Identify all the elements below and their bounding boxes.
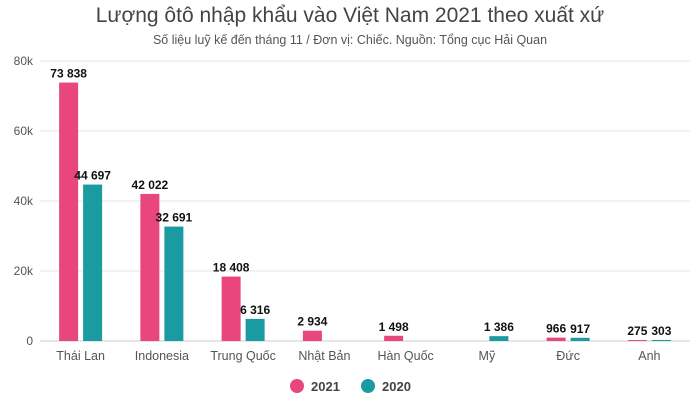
bar	[221, 276, 241, 341]
y-tick-label: 0	[26, 334, 33, 348]
bar	[245, 318, 265, 341]
legend-label: 2020	[382, 379, 411, 394]
category-label: Thái Lan	[56, 349, 105, 363]
category-label: Nhật Bản	[298, 349, 350, 363]
data-label: 1 498	[379, 320, 409, 334]
bar	[83, 184, 103, 341]
data-label: 917	[570, 322, 590, 336]
bar	[302, 330, 322, 341]
y-tick-label: 60k	[14, 124, 34, 138]
bar	[384, 335, 404, 341]
category-label: Đức	[556, 349, 580, 363]
data-label: 42 022	[132, 178, 169, 192]
bar	[140, 193, 160, 341]
category-label: Indonesia	[135, 349, 189, 363]
bar	[627, 340, 647, 341]
category-label: Mỹ	[479, 349, 496, 363]
data-label: 32 691	[156, 211, 193, 225]
data-label: 303	[651, 324, 671, 338]
data-label: 73 838	[50, 67, 87, 81]
y-tick-label: 80k	[14, 54, 34, 68]
data-label: 275	[627, 324, 647, 338]
category-label: Hàn Quốc	[377, 349, 433, 363]
data-label: 1 386	[484, 320, 514, 334]
chart-title: Lượng ôtô nhập khẩu vào Việt Nam 2021 th…	[95, 4, 605, 27]
bar	[164, 226, 184, 341]
category-label: Anh	[638, 349, 660, 363]
data-label: 2 934	[297, 315, 327, 329]
bar	[651, 339, 671, 341]
data-label: 18 408	[213, 261, 250, 275]
data-label: 6 316	[240, 303, 270, 317]
legend-label: 2021	[311, 379, 340, 394]
legend-marker	[290, 379, 304, 393]
bar	[489, 336, 509, 341]
y-tick-label: 40k	[14, 194, 34, 208]
chart-subtitle: Số liệu luỹ kế đến tháng 11 / Đơn vị: Ch…	[152, 33, 548, 47]
bar	[570, 337, 590, 341]
data-label: 44 697	[74, 169, 111, 183]
legend-marker	[361, 379, 375, 393]
y-tick-label: 20k	[14, 264, 34, 278]
data-label: 966	[546, 322, 566, 336]
bar	[59, 82, 79, 341]
category-label: Trung Quốc	[210, 349, 276, 363]
bar	[546, 337, 566, 341]
